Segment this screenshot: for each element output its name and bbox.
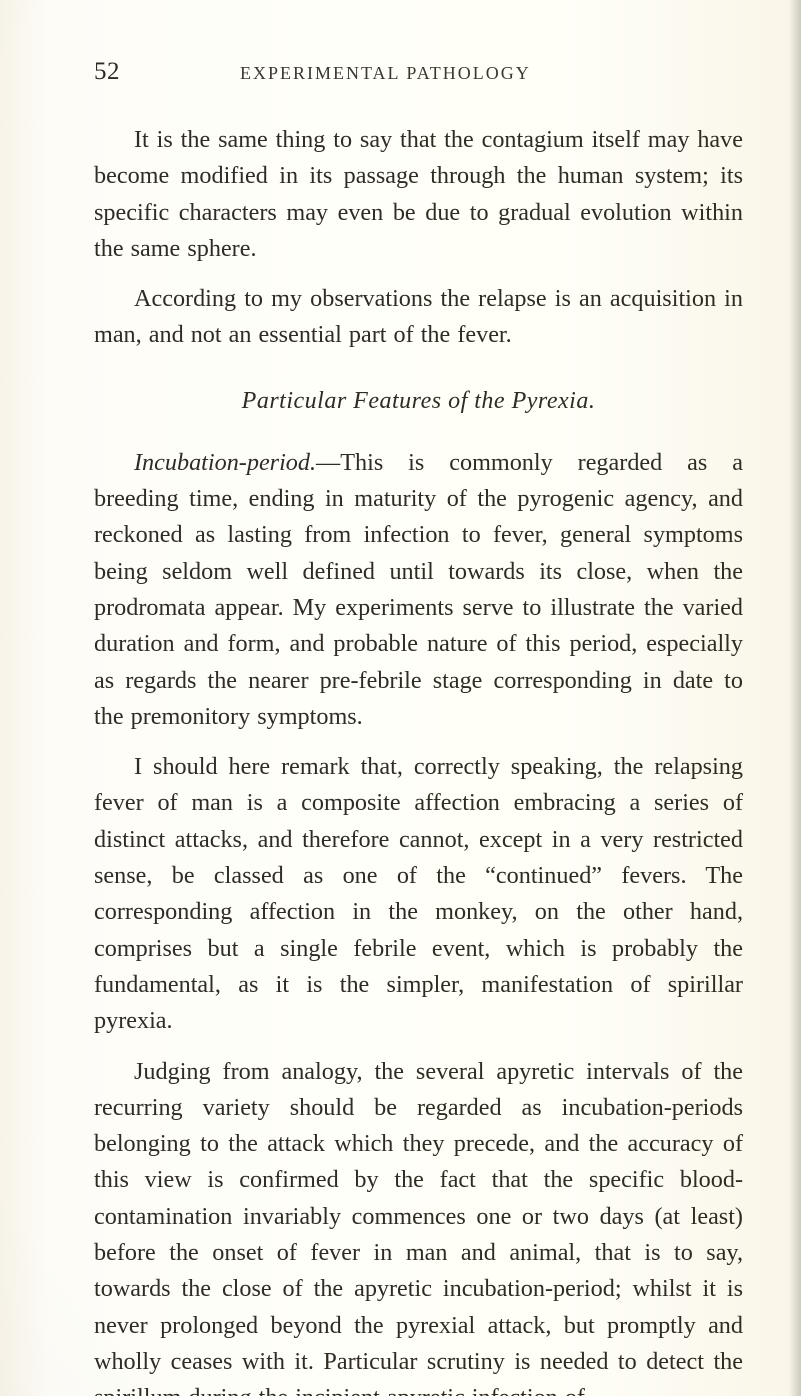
section-heading: Particular Features of the Pyrexia. (94, 388, 743, 415)
running-head: EXPERIMENTAL PATHOLOGY (240, 63, 531, 84)
paragraph-body: —This is commonly regarded as a breeding… (94, 449, 743, 730)
paragraph-leadin: Incubation-period. (134, 449, 316, 476)
body-paragraph-4: I should here remark that, correctly spe… (94, 749, 743, 1039)
page-number: 52 (94, 58, 120, 86)
body-paragraph-1: It is the same thing to say that the con… (94, 122, 743, 267)
body-paragraph-3: Incubation-period.—This is commonly rega… (94, 445, 743, 735)
page-header: 52 EXPERIMENTAL PATHOLOGY (94, 58, 743, 86)
body-paragraph-5: Judging from analogy, the several apyret… (94, 1054, 743, 1396)
scanned-page: 52 EXPERIMENTAL PATHOLOGY It is the same… (0, 0, 801, 1396)
body-paragraph-2: According to my observations the relapse… (94, 281, 743, 354)
